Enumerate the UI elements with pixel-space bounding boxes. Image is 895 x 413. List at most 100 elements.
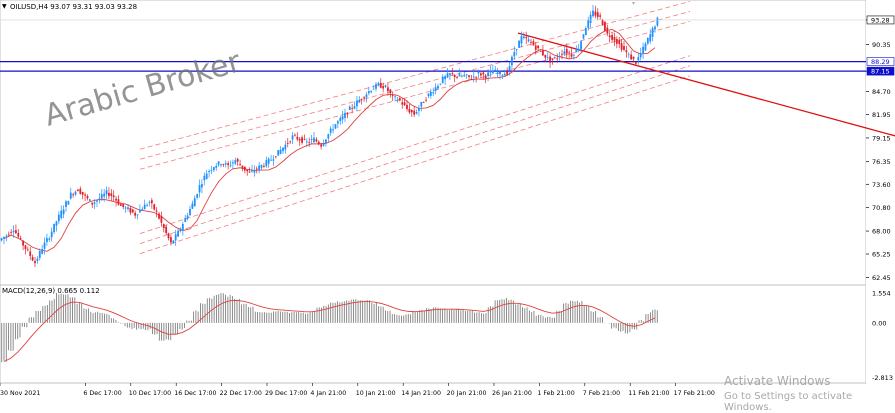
candle-body: [613, 36, 616, 41]
candle-body: [77, 189, 79, 192]
activation-title: Activate Windows: [724, 374, 831, 388]
candle-body: [398, 98, 401, 101]
candle-body: [160, 216, 163, 223]
candle-body: [150, 200, 153, 204]
candle-body: [441, 76, 444, 83]
time-tick-label: 7 Feb 21:00: [583, 390, 620, 397]
macd-signal-line: [3, 299, 656, 363]
candle-body: [325, 139, 327, 144]
time-tick-label: 14 Jan 21:00: [401, 390, 441, 397]
candle-body: [384, 85, 387, 87]
candle-body: [639, 53, 642, 58]
candle-body: [322, 143, 325, 146]
candle-body: [86, 195, 89, 199]
candle-body: [575, 48, 578, 52]
price-label-box: [866, 57, 895, 66]
candle-body: [136, 214, 139, 216]
candle-body: [432, 92, 435, 94]
candle-body: [315, 139, 318, 142]
candle-body: [389, 89, 392, 94]
candle-body: [263, 166, 265, 167]
candle-body: [534, 45, 537, 50]
candle-body: [10, 232, 13, 234]
candle-body: [370, 90, 373, 93]
candle-body: [422, 102, 425, 103]
candle-body: [232, 162, 234, 164]
candle-body: [511, 56, 513, 66]
candle-body: [468, 75, 470, 77]
candle-body: [22, 240, 24, 246]
candle-body: [637, 57, 640, 61]
candle-body: [360, 99, 363, 101]
candle-body: [410, 109, 413, 113]
candle-body: [651, 28, 654, 37]
candle-body: [110, 193, 113, 196]
macd-panel[interactable]: [0, 284, 867, 384]
channel-upper-1: [139, 11, 691, 160]
candle-body: [93, 202, 96, 204]
candle-body: [274, 156, 277, 158]
candle-body: [618, 39, 621, 44]
candle-body: [568, 52, 571, 54]
candle-body: [594, 11, 597, 16]
time-tick-label: 10 Dec 17:00: [129, 390, 171, 397]
candle-body: [358, 100, 361, 103]
candle-body: [425, 99, 427, 101]
candle-body: [141, 209, 144, 211]
candle-body: [427, 93, 430, 97]
candle-body: [308, 142, 311, 144]
time-tick-label: 22 Dec 17:00: [220, 390, 262, 397]
candle-body: [372, 88, 375, 90]
candle-body: [573, 54, 575, 56]
candle-body: [115, 198, 117, 201]
candle-body: [346, 112, 349, 115]
candle-body: [596, 12, 599, 18]
candle-body: [544, 54, 547, 58]
candle-body: [344, 112, 346, 118]
candle-body: [270, 159, 272, 161]
candle-body: [84, 194, 86, 196]
candle-body: [26, 249, 29, 251]
candle-body: [592, 10, 594, 17]
candle-body: [301, 137, 303, 143]
candle-body: [153, 204, 156, 210]
candle-body: [55, 221, 58, 226]
candle-body: [158, 213, 160, 219]
candle-body: [100, 194, 103, 199]
time-tick-label: 16 Dec 17:00: [174, 390, 216, 397]
candle-body: [296, 136, 299, 140]
candle-body: [88, 199, 91, 201]
candle-body: [394, 96, 396, 98]
candle-body: [62, 209, 65, 215]
price-label-text: 93.28: [871, 16, 890, 24]
candle-body: [224, 163, 227, 165]
candle-body: [608, 35, 611, 38]
time-tick-label: 10 Jan 21:00: [356, 390, 396, 397]
macd-tick-label: 0.00: [872, 319, 886, 327]
candle-body: [632, 56, 635, 59]
candle-body: [367, 91, 370, 94]
macd-signal: [3, 299, 656, 363]
candle-body: [96, 200, 98, 202]
candle-body: [415, 112, 418, 114]
candle-body: [282, 147, 284, 152]
candle-body: [391, 95, 394, 96]
channel-lines: [139, 1, 691, 254]
candle-body: [139, 209, 141, 213]
time-tick-label: 11 Feb 21:00: [628, 390, 669, 397]
candle-body: [584, 28, 587, 36]
candle-body: [506, 71, 509, 75]
candle-body: [549, 56, 551, 63]
candle-body: [34, 261, 36, 264]
candle-body: [248, 171, 251, 173]
candle-body: [172, 240, 175, 244]
chart-menu-arrow-icon[interactable]: ▼: [2, 3, 7, 10]
candle-body: [189, 208, 191, 215]
candle-body: [272, 159, 275, 161]
candle-body: [546, 56, 549, 58]
price-panel[interactable]: [0, 0, 867, 286]
candle-body: [551, 58, 554, 60]
candle-body: [625, 50, 628, 53]
chart-canvas[interactable]: 93.28 90.35 87.15 84.70 81.95 79.15 76.35 73.60…: [0, 0, 895, 400]
